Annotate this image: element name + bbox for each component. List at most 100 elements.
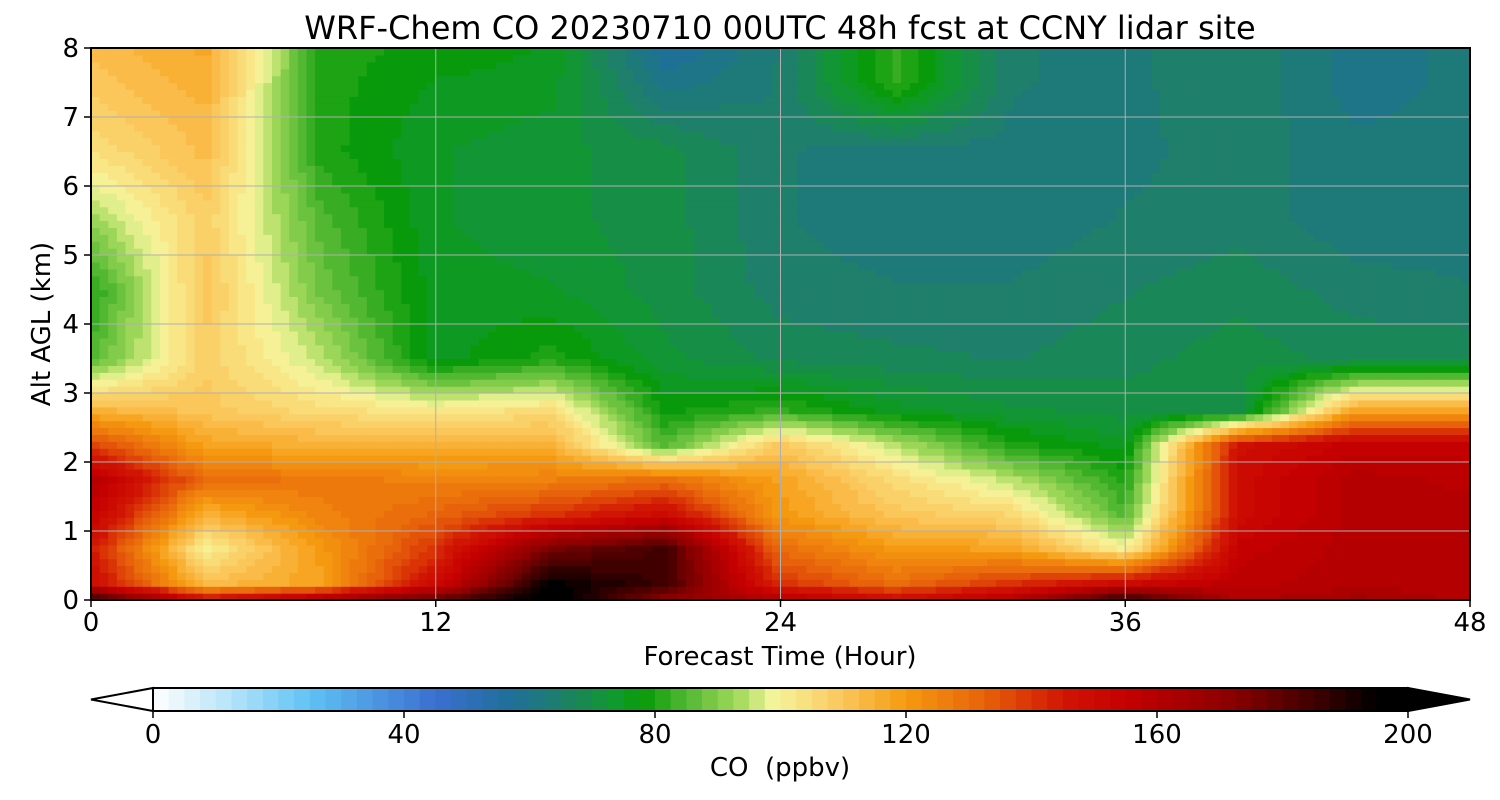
contour-cell	[332, 406, 342, 415]
contour-cell	[685, 544, 695, 553]
contour-cell	[177, 386, 187, 394]
contour-cell	[1245, 496, 1256, 504]
contour-cell	[918, 496, 928, 504]
contour-cell	[763, 427, 773, 435]
contour-cell	[237, 434, 247, 442]
contour-cell	[1332, 531, 1342, 539]
contour-cell	[461, 413, 471, 422]
contour-cell	[599, 496, 609, 504]
contour-cell	[720, 537, 730, 546]
contour-cell	[1064, 544, 1075, 553]
contour-cell	[401, 393, 411, 401]
contour-cell	[504, 482, 514, 491]
contour-cell	[1013, 448, 1023, 456]
contour-cell	[99, 537, 109, 546]
contour-cell	[677, 468, 687, 477]
contour-cell	[1194, 468, 1204, 477]
contour-cell	[91, 551, 101, 560]
contour-cell	[952, 579, 963, 587]
contour-cell	[1289, 468, 1299, 477]
contour-cell	[409, 386, 420, 394]
contour-cell	[754, 482, 764, 491]
contour-cell	[737, 537, 747, 546]
contour-cell	[237, 462, 247, 470]
contour-cell	[987, 517, 997, 525]
contour-cell	[995, 448, 1006, 456]
contour-cell	[323, 393, 333, 401]
contour-cell	[1090, 489, 1100, 498]
contour-cell	[608, 386, 618, 394]
contour-cell	[1228, 565, 1238, 573]
contour-cell	[366, 448, 377, 456]
contour-cell	[332, 420, 342, 429]
contour-cell	[797, 468, 807, 477]
contour-cell	[444, 413, 454, 422]
contour-cell	[1047, 496, 1057, 504]
contour-cell	[944, 420, 954, 429]
contour-cell	[556, 420, 566, 429]
contour-cell	[1392, 593, 1402, 600]
contour-cell	[970, 510, 980, 518]
contour-cell	[409, 579, 420, 587]
contour-cell	[289, 379, 299, 387]
contour-cell	[1323, 579, 1333, 587]
contour-cell	[866, 572, 876, 580]
contour-cell	[409, 462, 420, 470]
contour-cell	[246, 510, 256, 518]
contour-cell	[1185, 448, 1195, 456]
contour-cell	[185, 544, 196, 553]
contour-cell	[901, 448, 911, 456]
contour-cell	[918, 537, 928, 546]
contour-cell	[1108, 531, 1118, 539]
contour-cell	[1444, 524, 1454, 532]
contour-cell	[358, 434, 368, 442]
contour-cell	[1383, 531, 1394, 539]
contour-cell	[1211, 462, 1221, 470]
contour-cell	[677, 413, 687, 422]
contour-cell	[771, 531, 782, 539]
contour-cell	[1047, 517, 1057, 525]
contour-cell	[1280, 406, 1290, 415]
contour-cell	[633, 524, 644, 532]
contour-cell	[1099, 537, 1109, 546]
contour-cell	[237, 572, 247, 580]
contour-cell	[1176, 531, 1187, 539]
contour-cell	[1401, 475, 1411, 484]
contour-cell	[1254, 579, 1264, 587]
contour-cell	[1090, 434, 1100, 442]
contour-cell	[1168, 558, 1178, 567]
contour-cell	[297, 420, 308, 429]
contour-cell	[349, 489, 359, 498]
contour-cell	[263, 462, 273, 470]
contour-cell	[978, 489, 988, 498]
contour-cell	[530, 503, 540, 511]
contour-cell	[659, 413, 670, 422]
contour-cell	[289, 406, 299, 415]
contour-cell	[806, 468, 816, 477]
contour-cell	[1030, 406, 1040, 415]
contour-cell	[1099, 468, 1109, 477]
contour-cell	[134, 399, 144, 408]
contour-cell	[134, 503, 144, 511]
contour-cell	[496, 406, 506, 415]
contour-cell	[952, 489, 963, 498]
contour-cell	[1021, 489, 1032, 498]
contour-cell	[944, 462, 954, 470]
contour-cell	[849, 537, 859, 546]
contour-cell	[1237, 551, 1247, 560]
contour-cell	[108, 434, 118, 442]
contour-cell	[1306, 572, 1316, 580]
contour-cell	[547, 420, 558, 429]
contour-cell	[91, 448, 101, 456]
contour-cell	[547, 565, 558, 573]
contour-cell	[909, 537, 919, 546]
contour-cell	[1125, 427, 1135, 435]
contour-cell	[1021, 593, 1032, 600]
contour-cell	[539, 544, 549, 553]
contour-cell	[1426, 586, 1437, 594]
contour-cell	[737, 482, 747, 491]
contour-cell	[177, 517, 187, 525]
contour-cell	[1392, 551, 1402, 560]
contour-cell	[1151, 572, 1161, 580]
contour-cell	[539, 393, 549, 401]
